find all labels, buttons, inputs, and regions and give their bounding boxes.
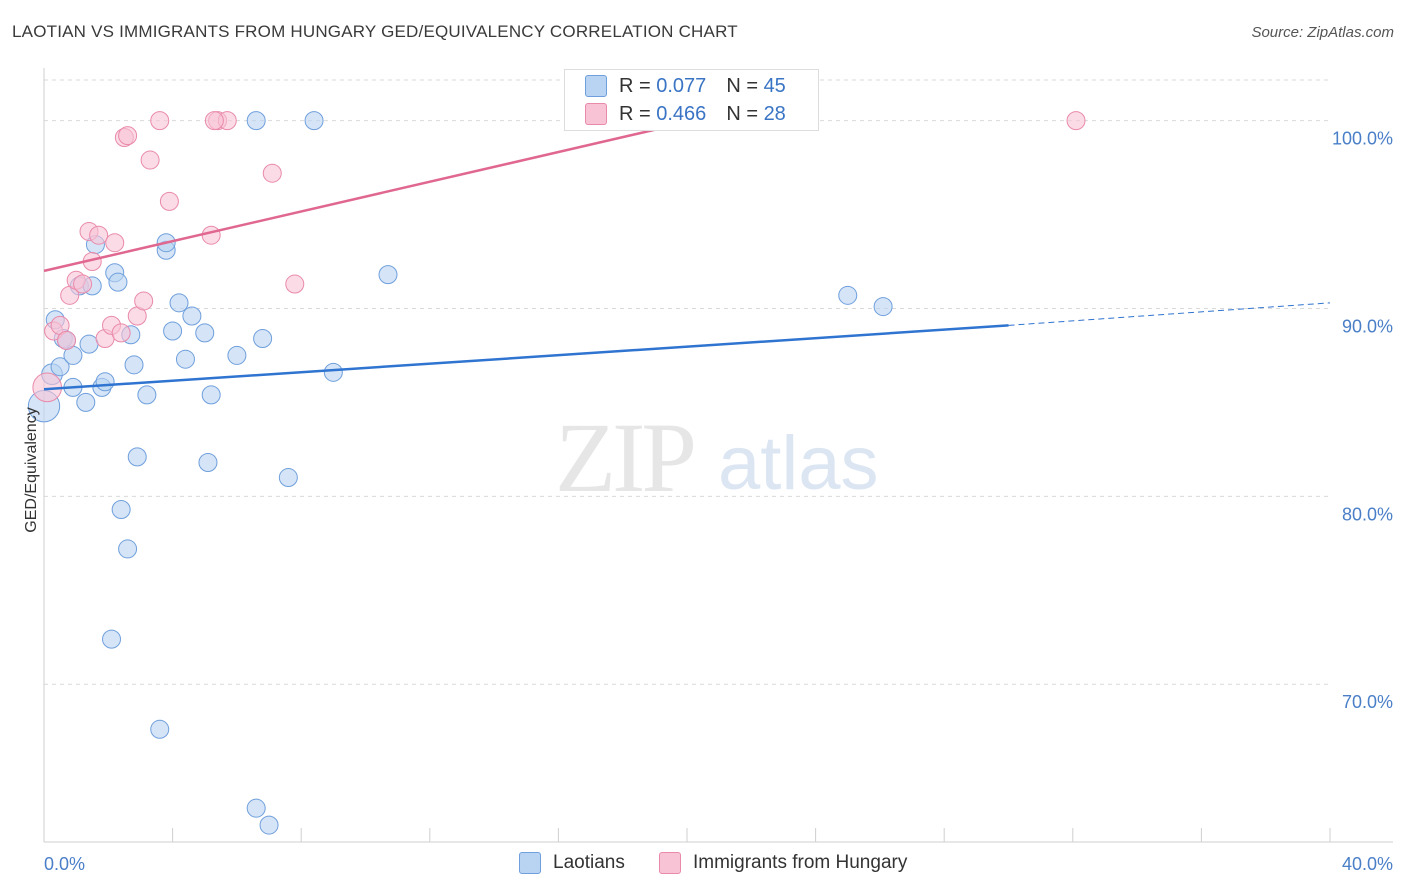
laotians-point bbox=[118, 539, 138, 559]
legend-r-label: R = bbox=[619, 74, 657, 97]
hungary-point bbox=[57, 330, 77, 350]
legend-n-label: N = bbox=[726, 102, 764, 125]
hungary-point bbox=[150, 111, 170, 131]
legend-label-laotians: Laotians bbox=[553, 852, 625, 873]
laotians-point bbox=[198, 453, 218, 473]
laotians-point bbox=[137, 385, 157, 405]
laotians-point bbox=[201, 385, 221, 405]
legend-label-hungary: Immigrants from Hungary bbox=[693, 852, 908, 873]
laotians-point bbox=[169, 293, 189, 313]
hungary-legend-swatch bbox=[659, 852, 681, 874]
laotians-point bbox=[124, 355, 144, 375]
hungary-point bbox=[105, 233, 125, 253]
legend-r-value: 0.466 bbox=[656, 102, 707, 125]
laotians-point bbox=[150, 719, 170, 739]
laotians-point bbox=[175, 349, 195, 369]
legend-row-laotians: R = 0.077 N = 45 bbox=[585, 74, 786, 98]
x-tick-label: 40.0% bbox=[1342, 854, 1393, 874]
laotians-point bbox=[108, 272, 128, 292]
laotians-point bbox=[102, 629, 122, 649]
legend-r-value: 0.077 bbox=[656, 74, 707, 97]
x-tick-label: 0.0% bbox=[44, 854, 85, 874]
laotians-point bbox=[838, 285, 858, 305]
hungary-point bbox=[201, 225, 221, 245]
laotians-point bbox=[323, 362, 343, 382]
legend-n-label: N = bbox=[726, 74, 764, 97]
y-tick-label: 70.0% bbox=[1342, 692, 1393, 712]
hungary-point bbox=[1066, 111, 1086, 131]
laotians-point bbox=[79, 334, 99, 354]
laotians-point bbox=[163, 321, 183, 341]
hungary-point bbox=[285, 274, 305, 294]
laotians-swatch bbox=[585, 75, 607, 97]
bottom-legend: Laotians Immigrants from Hungary bbox=[0, 852, 1406, 878]
laotians-point bbox=[182, 306, 202, 326]
laotians-trendline bbox=[43, 324, 1009, 391]
laotians-point bbox=[95, 372, 115, 392]
y-tick-label: 90.0% bbox=[1342, 316, 1393, 336]
legend-item-laotians: Laotians bbox=[519, 852, 625, 874]
hungary-point bbox=[134, 291, 154, 311]
laotians-point bbox=[259, 815, 279, 835]
chart-title: LAOTIAN VS IMMIGRANTS FROM HUNGARY GED/E… bbox=[12, 22, 738, 41]
laotians-point bbox=[246, 111, 266, 131]
legend-item-hungary: Immigrants from Hungary bbox=[659, 852, 907, 874]
hungary-point bbox=[89, 225, 109, 245]
source-label: Source: ZipAtlas.com bbox=[1251, 24, 1394, 41]
laotians-legend-swatch bbox=[519, 852, 541, 874]
legend-n-value: 45 bbox=[763, 74, 786, 97]
laotians-point bbox=[127, 447, 147, 467]
laotians-point bbox=[111, 499, 131, 519]
laotians-point bbox=[76, 392, 96, 412]
laotians-point bbox=[195, 323, 215, 343]
laotians-point bbox=[873, 297, 893, 317]
hungary-trendline bbox=[43, 106, 752, 273]
laotians-point bbox=[304, 111, 324, 131]
laotians-point bbox=[253, 329, 273, 349]
stats-legend: R = 0.077 N = 45 R = 0.466 N = 28 bbox=[564, 69, 819, 131]
y-tick-label: 100.0% bbox=[1332, 129, 1393, 149]
laotians-point bbox=[246, 798, 266, 818]
legend-n-value: 28 bbox=[763, 102, 786, 125]
watermark-zip: ZIP bbox=[555, 402, 697, 513]
hungary-point bbox=[159, 191, 179, 211]
laotians-point bbox=[227, 345, 247, 365]
hungary-point bbox=[204, 111, 224, 131]
laotians-point bbox=[378, 265, 398, 285]
laotians-point bbox=[278, 468, 298, 488]
laotians-trendline-extension bbox=[1008, 302, 1331, 326]
y-axis-label: GED/Equivalency bbox=[23, 407, 40, 533]
hungary-point bbox=[111, 323, 131, 343]
hungary-point bbox=[262, 163, 282, 183]
hungary-swatch bbox=[585, 103, 607, 125]
legend-row-hungary: R = 0.466 N = 28 bbox=[585, 102, 786, 126]
laotians-point bbox=[50, 357, 70, 377]
hungary-point bbox=[73, 274, 93, 294]
legend-r-label: R = bbox=[619, 102, 657, 125]
hungary-point bbox=[118, 126, 138, 146]
hungary-point bbox=[140, 150, 160, 170]
watermark-atlas: atlas bbox=[718, 421, 879, 506]
y-tick-label: 80.0% bbox=[1342, 504, 1393, 524]
